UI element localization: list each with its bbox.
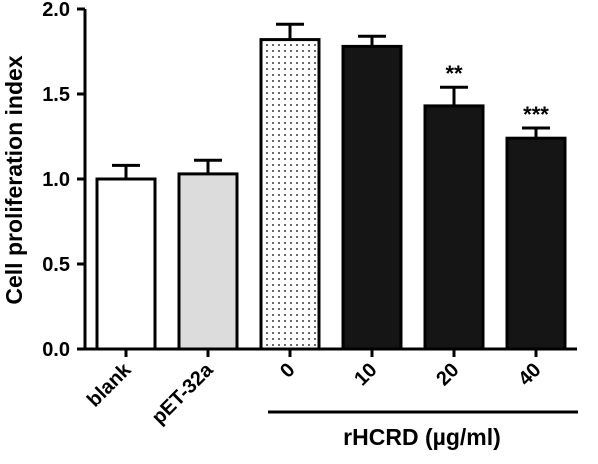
y-tick-label: 0.0: [42, 339, 70, 361]
x-tick-label: pET-32a: [148, 358, 218, 428]
y-tick-label: 2.0: [42, 0, 70, 21]
x-tick-label: 20: [432, 359, 463, 390]
bar-40: [505, 136, 567, 351]
x-tick-label: 10: [350, 359, 381, 390]
y-ticks: 0.0 0.5 1.0 1.5 2.0: [42, 0, 85, 361]
significance-label: ***: [523, 102, 549, 127]
y-tick-label: 0.5: [42, 254, 70, 276]
x-tick-label: 0: [276, 359, 299, 382]
y-axis-label: Cell proliferation index: [1, 55, 27, 304]
significance-label: **: [445, 61, 463, 86]
x-ticks: blank pET-32a 0 10 20 40: [83, 349, 546, 429]
group-label: rHCRD (µg/ml): [343, 424, 501, 450]
bar-pet-32a: [177, 172, 239, 351]
bar-10: [341, 44, 403, 351]
bar-0: [259, 38, 321, 351]
bar-20: [423, 104, 485, 351]
x-tick-label: 40: [514, 359, 545, 390]
y-tick-label: 1.0: [42, 169, 70, 191]
y-tick-label: 1.5: [42, 84, 70, 106]
bars: *****: [95, 22, 567, 351]
x-tick-label: blank: [83, 358, 136, 411]
bar-blank: [95, 177, 157, 351]
